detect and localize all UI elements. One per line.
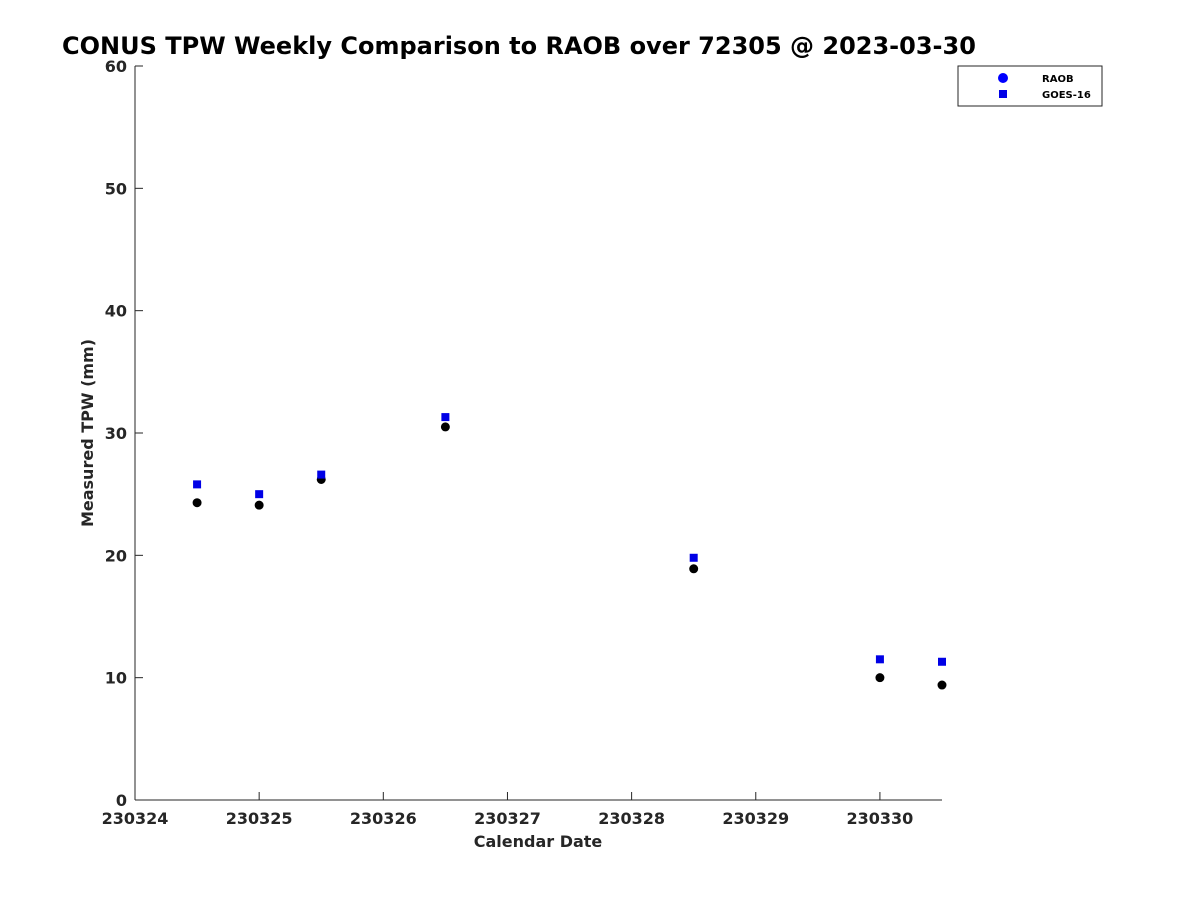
y-axis-label: Measured TPW (mm) [78, 339, 97, 527]
y-tick-label: 60 [105, 57, 127, 76]
goes-16-point [938, 657, 946, 666]
y-axis-ticks: 0 10 20 30 40 50 60 [105, 57, 143, 810]
legend-label: GOES-16 [1042, 90, 1091, 101]
goes-16-point [193, 480, 202, 489]
x-tick-label: 230329 [722, 809, 789, 828]
raob-point [192, 498, 202, 508]
series-layer [192, 413, 947, 690]
legend-items: RAOB GOES-16 [998, 73, 1091, 101]
y-tick-label: 10 [105, 669, 127, 688]
goes-16-point [875, 655, 884, 664]
y-tick-label: 30 [105, 424, 127, 443]
raob-point [440, 422, 450, 432]
legend-goes-16-marker [999, 90, 1007, 98]
x-tick-label: 230326 [350, 809, 417, 828]
goes-16-point [255, 490, 264, 499]
legend-label: RAOB [1042, 74, 1074, 85]
x-tick-label: 230325 [226, 809, 293, 828]
y-tick-label: 40 [105, 302, 127, 321]
raob-point [875, 673, 885, 683]
x-tick-label: 230328 [598, 809, 665, 828]
chart-title: CONUS TPW Weekly Comparison to RAOB over… [62, 32, 976, 60]
legend-box [957, 65, 1103, 107]
goes-16-point [317, 470, 326, 479]
raob-point [254, 500, 264, 510]
x-tick-label: 230327 [474, 809, 541, 828]
goes-16-point [441, 413, 450, 422]
x-tick-label: 230324 [102, 809, 169, 828]
y-tick-label: 0 [116, 791, 127, 810]
x-tick-label: 230330 [847, 809, 914, 828]
y-tick-label: 20 [105, 546, 127, 565]
legend: RAOB GOES-16 [957, 65, 1103, 107]
x-axis-ticks: 230324 230325 230326 230327 230328 230329 2303… [102, 792, 914, 828]
raob-point [689, 564, 699, 574]
legend-raob-marker [998, 73, 1008, 83]
series-raob [192, 422, 947, 690]
raob-point [937, 680, 947, 690]
y-tick-label: 50 [105, 179, 127, 198]
goes-16-point [689, 553, 698, 562]
x-axis-label: Calendar Date [474, 832, 603, 851]
series-goes-16 [193, 413, 946, 666]
